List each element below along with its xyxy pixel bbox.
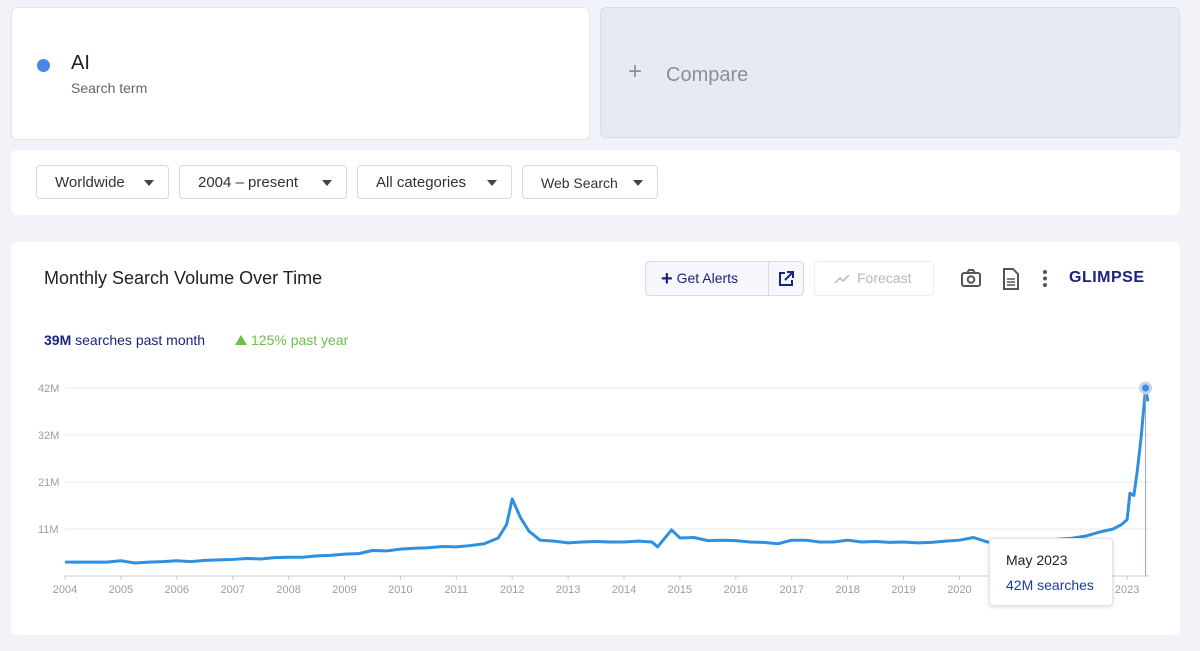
x-tick-label: 2017 bbox=[779, 584, 803, 596]
y-tick-label: 11M bbox=[38, 524, 59, 536]
x-tick-label: 2018 bbox=[835, 584, 859, 596]
line bbox=[65, 386, 1150, 565]
tooltip: May 2023 42M searches bbox=[989, 538, 1113, 606]
y-tick-label: 21M bbox=[38, 477, 59, 489]
filter-label: Worldwide bbox=[55, 174, 125, 191]
x-tick-label: 2023 bbox=[1115, 584, 1139, 596]
chart-panel bbox=[11, 242, 1180, 635]
plus-icon: + bbox=[628, 58, 643, 85]
filter-label: 2004 – present bbox=[198, 174, 299, 191]
compare-card[interactable]: + Compare bbox=[600, 7, 1180, 138]
term-dot bbox=[37, 59, 50, 72]
x-tick-label: 2010 bbox=[388, 584, 412, 596]
x-tick-label: 2009 bbox=[332, 584, 356, 596]
x-tick-label: 2005 bbox=[109, 584, 133, 596]
logo: GLIMPSE bbox=[1069, 269, 1145, 286]
search-term: AI bbox=[71, 52, 90, 74]
y-tick-label: 32M bbox=[38, 430, 59, 442]
growth-label: 125% past year bbox=[251, 332, 349, 348]
filter-dropdown[interactable]: All categories bbox=[357, 165, 512, 199]
more-icon[interactable] bbox=[1040, 269, 1050, 289]
filter-label: All categories bbox=[376, 174, 467, 191]
x-tick-label: 2007 bbox=[220, 584, 244, 596]
alerts-group: + Get Alerts bbox=[645, 261, 804, 296]
search-term-label: Search term bbox=[71, 80, 148, 96]
forecast-label: Forecast bbox=[857, 270, 912, 286]
y-tick-label: 42M bbox=[38, 383, 59, 395]
get-alerts-button[interactable]: + Get Alerts bbox=[646, 262, 769, 295]
external-link-icon[interactable] bbox=[778, 271, 794, 287]
volume-value: 39M bbox=[44, 332, 72, 348]
x-tick-label: 2012 bbox=[500, 584, 524, 596]
tooltip-value: 42M searches bbox=[1006, 577, 1094, 593]
x-tick-label: 2013 bbox=[556, 584, 580, 596]
get-alerts-label: Get Alerts bbox=[676, 270, 739, 286]
x-tick-label: 2014 bbox=[612, 584, 636, 596]
x-tick-label: 2015 bbox=[668, 584, 692, 596]
x-tick-label: 2011 bbox=[444, 584, 468, 596]
x-tick-label: 2006 bbox=[165, 584, 189, 596]
chart-title: Monthly Search Volume Over Time bbox=[44, 268, 323, 288]
filter-dropdown[interactable]: 2004 – present bbox=[179, 165, 347, 199]
document-icon[interactable] bbox=[1002, 268, 1020, 290]
hover-point bbox=[1139, 381, 1153, 395]
forecast-button[interactable]: Forecast bbox=[814, 261, 934, 296]
x-tick-label: 2020 bbox=[947, 584, 971, 596]
tooltip-date: May 2023 bbox=[1006, 552, 1068, 568]
up-arrow bbox=[235, 335, 247, 345]
filter-dropdown[interactable]: Worldwide bbox=[36, 165, 169, 199]
filter-dropdown[interactable]: Web Search bbox=[522, 165, 658, 199]
x-tick-label: 2008 bbox=[276, 584, 300, 596]
compare-label: Compare bbox=[666, 64, 749, 86]
x-tick-label: 2016 bbox=[724, 584, 748, 596]
search-term-card: AI Search term bbox=[11, 7, 590, 140]
x-tick-label: 2019 bbox=[891, 584, 915, 596]
volume-stat: 39M searches past month bbox=[44, 332, 205, 348]
filter-label: Web Search bbox=[541, 175, 618, 191]
x-tick-label: 2004 bbox=[53, 584, 77, 596]
volume-label: searches past month bbox=[75, 332, 206, 348]
camera-icon[interactable] bbox=[960, 268, 982, 288]
growth-stat: 125% past year bbox=[235, 332, 348, 348]
